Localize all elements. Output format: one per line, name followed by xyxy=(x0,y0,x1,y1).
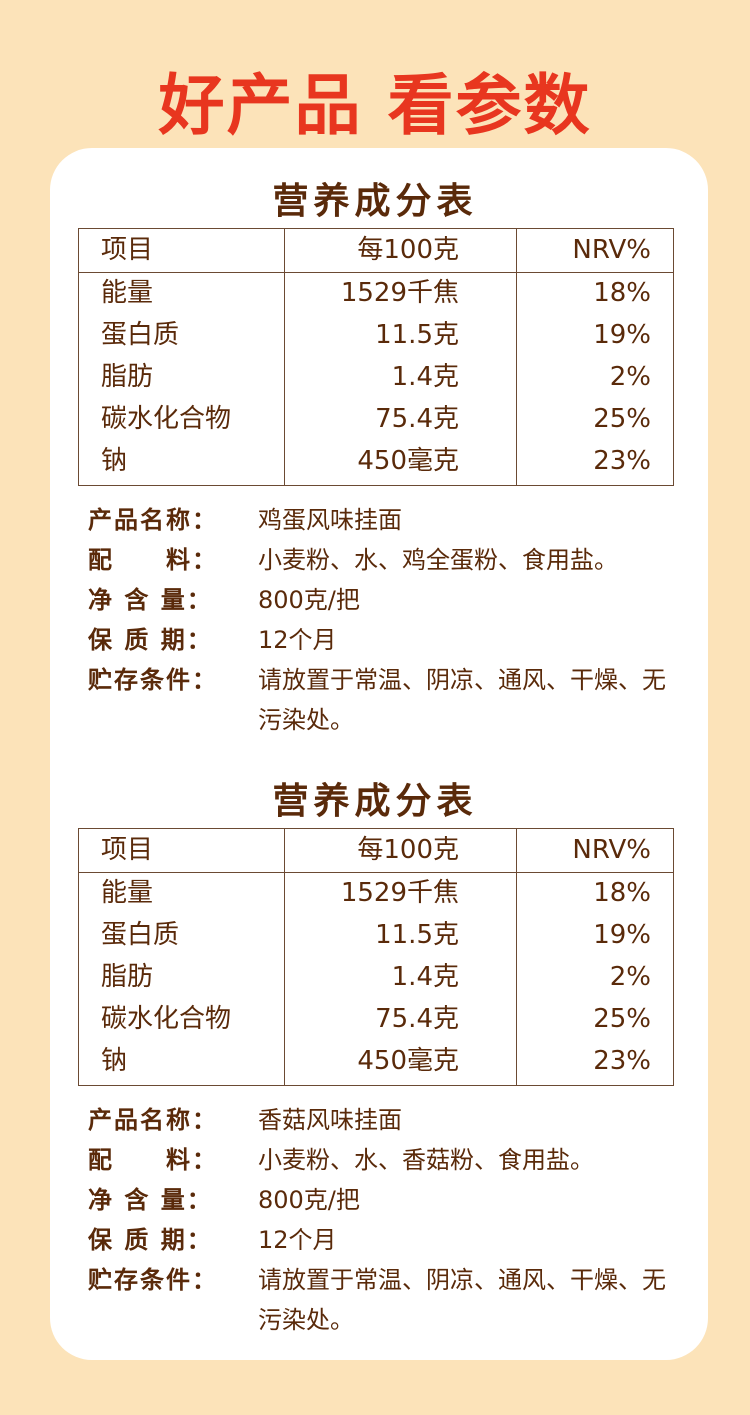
table-title: 营养成分表 xyxy=(272,781,478,822)
table-cell: 钠 xyxy=(101,1046,128,1076)
table-cell: 450毫克 xyxy=(357,1046,459,1076)
table-cell: 25% xyxy=(593,1004,651,1034)
info-label: 净 含 量： xyxy=(88,586,213,614)
table-cell: 能量 xyxy=(101,278,154,308)
table-cell: 75.4克 xyxy=(375,404,459,434)
table-cell: 18% xyxy=(593,878,651,908)
table-cell: 碳水化合物 xyxy=(101,1004,232,1034)
info-value: 12个月 xyxy=(258,1226,337,1254)
info-label: 保 质 期： xyxy=(88,626,213,654)
table-cell: 75.4克 xyxy=(375,1004,459,1034)
column-header: 每100克 xyxy=(357,835,459,865)
info-value: 小麦粉、水、香菇粉、食用盐。 xyxy=(258,1146,594,1174)
table-cell: 1.4克 xyxy=(391,962,459,992)
table-cell: 钠 xyxy=(101,446,128,476)
table-cell: 25% xyxy=(593,404,651,434)
nutrition-table: 项目 每100克 NRV% 能量 1529千焦 18% 蛋白质 11.5克 19% 脂肪 1.4克 2… xyxy=(78,228,674,486)
column-divider xyxy=(284,829,285,1085)
table-cell: 19% xyxy=(593,920,651,950)
info-value: 12个月 xyxy=(258,626,337,654)
table-cell: 450毫克 xyxy=(357,446,459,476)
table-cell: 11.5克 xyxy=(375,920,459,950)
table-cell: 1529千焦 xyxy=(340,278,459,308)
section: 营养成分表项目 每100克 NRV% 能量 1529千焦 18% 蛋白质 11.5克 19% 脂肪… xyxy=(0,148,750,748)
info-label: 产品名称： xyxy=(88,506,218,534)
table-title: 营养成分表 xyxy=(272,181,478,222)
column-header: 每100克 xyxy=(357,235,459,265)
column-divider xyxy=(516,229,517,485)
table-cell: 脂肪 xyxy=(101,362,154,392)
info-label: 配 料： xyxy=(88,1146,218,1174)
table-cell: 蛋白质 xyxy=(101,320,180,350)
column-header: 项目 xyxy=(101,235,154,265)
info-value: 鸡蛋风味挂面 xyxy=(258,506,402,534)
column-header: NRV% xyxy=(572,235,651,265)
column-divider xyxy=(516,829,517,1085)
table-cell: 碳水化合物 xyxy=(101,404,232,434)
page-title: 好产品 看参数 xyxy=(158,67,592,144)
table-cell: 23% xyxy=(593,446,651,476)
info-value: 800克/把 xyxy=(258,586,360,614)
table-cell: 蛋白质 xyxy=(101,920,180,950)
table-cell: 19% xyxy=(593,320,651,350)
info-label: 贮存条件： xyxy=(88,666,218,694)
header-divider xyxy=(79,272,673,273)
table-cell: 2% xyxy=(609,362,651,392)
info-label: 贮存条件： xyxy=(88,1266,218,1294)
table-cell: 2% xyxy=(609,962,651,992)
card xyxy=(50,148,708,1360)
nutrition-table: 项目 每100克 NRV% 能量 1529千焦 18% 蛋白质 11.5克 19% 脂肪 1.4克 2… xyxy=(78,828,674,1086)
table-cell: 23% xyxy=(593,1046,651,1076)
info-label: 净 含 量： xyxy=(88,1186,213,1214)
info-label: 产品名称： xyxy=(88,1106,218,1134)
table-cell: 脂肪 xyxy=(101,962,154,992)
info-value: 请放置于常温、阴凉、通风、干燥、无污染处。 xyxy=(258,666,666,734)
header-divider xyxy=(79,872,673,873)
column-header: NRV% xyxy=(572,835,651,865)
table-cell: 1529千焦 xyxy=(340,878,459,908)
info-label: 配 料： xyxy=(88,546,218,574)
table-cell: 能量 xyxy=(101,878,154,908)
column-divider xyxy=(284,229,285,485)
table-cell: 18% xyxy=(593,278,651,308)
table-cell: 1.4克 xyxy=(391,362,459,392)
table-cell: 11.5克 xyxy=(375,320,459,350)
info-label: 保 质 期： xyxy=(88,1226,213,1254)
section: 营养成分表项目 每100克 NRV% 能量 1529千焦 18% 蛋白质 11.5克 19% 脂肪… xyxy=(0,748,750,1348)
column-header: 项目 xyxy=(101,835,154,865)
info-value: 香菇风味挂面 xyxy=(258,1106,402,1134)
info-value: 800克/把 xyxy=(258,1186,360,1214)
info-value: 小麦粉、水、鸡全蛋粉、食用盐。 xyxy=(258,546,618,574)
info-value: 请放置于常温、阴凉、通风、干燥、无污染处。 xyxy=(258,1266,666,1334)
